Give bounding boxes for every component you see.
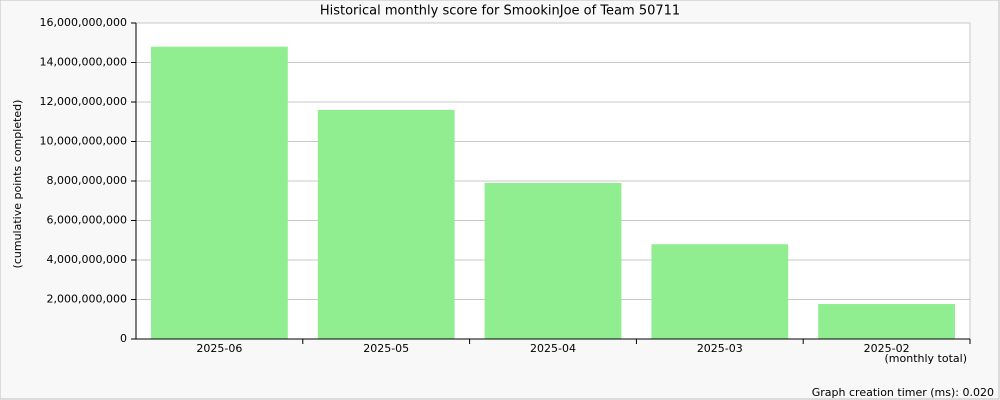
bar [818, 304, 955, 339]
y-tick-label: 2,000,000,000 [47, 293, 127, 306]
x-tick-label: 2025-05 [363, 342, 409, 355]
y-tick-label: 10,000,000,000 [40, 135, 127, 148]
chart-title: Historical monthly score for SmookinJoe … [320, 4, 680, 19]
y-tick-label: 4,000,000,000 [47, 253, 127, 266]
footer: Graph creation timer (ms): 0.020 [812, 386, 994, 399]
y-tick-label: 16,000,000,000 [40, 16, 127, 29]
y-axis-label: (cumulative points completed) [11, 100, 24, 269]
bar [484, 182, 622, 339]
y-tick-label: 12,000,000,000 [40, 95, 127, 108]
y-tick-label: 0 [120, 332, 127, 345]
bar [651, 244, 789, 339]
x-tick-label: 2025-02 [864, 342, 910, 355]
y-tick-label: 14,000,000,000 [40, 56, 127, 69]
x-tick-label: 2025-03 [697, 342, 743, 355]
y-tick-label: 8,000,000,000 [47, 174, 127, 187]
bar [151, 46, 288, 339]
x-axis-label: (monthly total) [885, 352, 968, 365]
bar [317, 109, 455, 340]
y-tick-label: 6,000,000,000 [47, 214, 127, 227]
x-tick-label: 2025-06 [196, 342, 242, 355]
x-tick-label: 2025-04 [530, 342, 576, 355]
